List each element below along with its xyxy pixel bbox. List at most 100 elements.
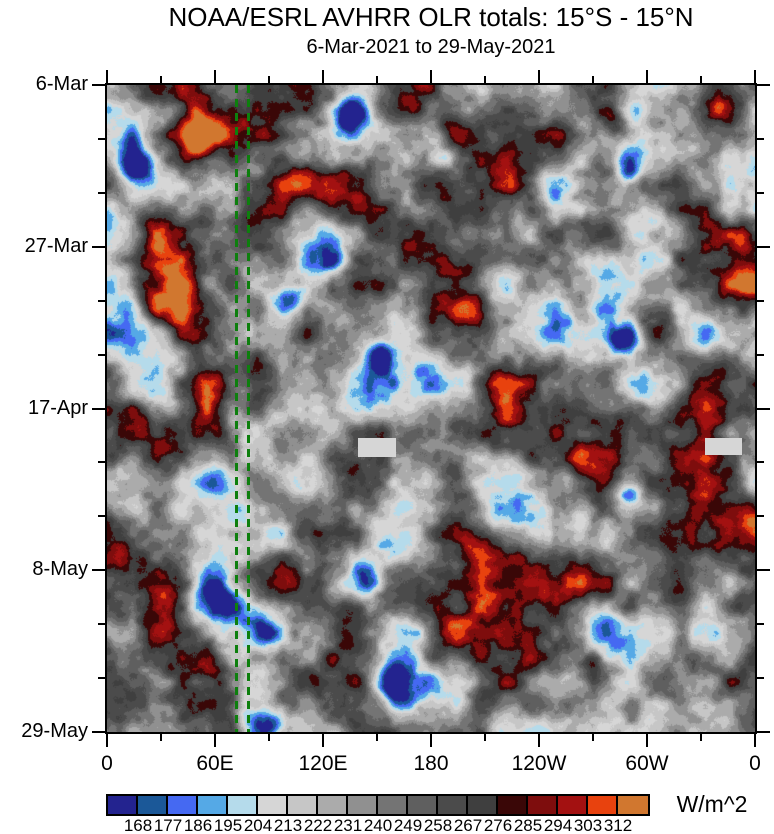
axis-tick: [754, 70, 756, 83]
axis-tick: [92, 569, 105, 572]
plot-area: [105, 83, 757, 734]
colorbar-tick-label: 168: [123, 816, 153, 834]
colorbar-tick-label: 186: [183, 816, 213, 834]
axis-tick: [538, 734, 540, 747]
colorbar-tick-label: 222: [303, 816, 333, 834]
colorbar-cell: [198, 796, 228, 814]
axis-tick: [757, 299, 764, 302]
axis-tick: [376, 734, 378, 741]
missing-data-block: [357, 438, 396, 458]
axis-tick: [214, 70, 216, 83]
chart-title: NOAA/ESRL AVHRR OLR totals: 15°S - 15°N: [168, 2, 694, 32]
axis-tick: [700, 734, 702, 741]
axis-tick: [484, 76, 486, 83]
axis-tick: [538, 70, 540, 83]
colorbar-cell: [108, 796, 138, 814]
colorbar-tick-label: 294: [543, 816, 573, 834]
axis-tick: [268, 734, 270, 741]
colorbar-tick-label: 312: [603, 816, 633, 834]
axis-tick: [757, 569, 770, 572]
colorbar-cell: [408, 796, 438, 814]
colorbar-cell: [318, 796, 348, 814]
colorbar-units-label: W/m^2: [676, 791, 748, 817]
axis-tick: [592, 734, 594, 741]
axis-tick: [92, 245, 105, 248]
axis-tick: [646, 70, 648, 83]
axis-tick: [430, 734, 432, 747]
x-axis-tick-label: 120W: [511, 752, 567, 775]
colorbar-cell: [288, 796, 318, 814]
green-dashed-track-line: [235, 85, 239, 732]
axis-tick: [757, 353, 764, 356]
y-axis-tick-label: 27-Mar: [24, 234, 88, 257]
colorbar-tick-label: 258: [423, 816, 453, 834]
axis-tick: [106, 70, 108, 83]
colorbar-tick-label: 195: [213, 816, 243, 834]
axis-tick: [757, 137, 764, 140]
colorbar-cell: [258, 796, 288, 814]
axis-tick: [757, 407, 770, 410]
axis-tick: [646, 734, 648, 747]
colorbar-cell: [138, 796, 168, 814]
colorbar-tick-label: 240: [363, 816, 393, 834]
colorbar-tick-label: 267: [453, 816, 483, 834]
axis-tick: [160, 76, 162, 83]
colorbar-cell: [348, 796, 378, 814]
colorbar-tick-label: 276: [483, 816, 513, 834]
missing-data-block: [704, 438, 742, 456]
axis-tick: [98, 623, 105, 626]
axis-tick: [757, 731, 770, 733]
axis-tick: [592, 76, 594, 83]
green-dashed-track-line: [247, 85, 251, 732]
chart-subtitle: 6-Mar-2021 to 29-May-2021: [306, 36, 556, 58]
axis-tick: [322, 70, 324, 83]
axis-tick: [757, 84, 770, 86]
axis-tick: [700, 76, 702, 83]
axis-tick: [214, 734, 216, 747]
axis-tick: [98, 137, 105, 140]
colorbar-cell: [588, 796, 618, 814]
x-axis-tick-label: 60E: [196, 752, 234, 775]
axis-tick: [92, 407, 105, 410]
axis-tick: [757, 191, 764, 194]
axis-tick: [754, 734, 756, 747]
colorbar-cell: [558, 796, 588, 814]
colorbar-tick-label: 204: [243, 816, 273, 834]
colorbar-cell: [228, 796, 258, 814]
colorbar-tick-label: 177: [153, 816, 183, 834]
olr-field-canvas: [107, 85, 755, 732]
axis-tick: [92, 731, 105, 733]
colorbar-cell: [378, 796, 408, 814]
x-axis-tick-label: 180: [413, 752, 449, 775]
axis-tick: [98, 677, 105, 680]
axis-tick: [268, 76, 270, 83]
axis-tick: [757, 515, 764, 518]
axis-tick: [757, 461, 764, 464]
colorbar-cell: [168, 796, 198, 814]
axis-tick: [757, 623, 764, 626]
axis-tick: [98, 353, 105, 356]
axis-tick: [376, 76, 378, 83]
colorbar-cell: [528, 796, 558, 814]
axis-tick: [322, 734, 324, 747]
colorbar-tick-label: 249: [393, 816, 423, 834]
y-axis-tick-label: 6-Mar: [35, 73, 88, 95]
axis-tick: [98, 461, 105, 464]
colorbar-tick-label: 303: [573, 816, 603, 834]
axis-tick: [92, 84, 105, 86]
axis-tick: [98, 515, 105, 518]
colorbar-tick-label: 213: [273, 816, 303, 834]
colorbar-cell: [618, 796, 648, 814]
axis-tick: [430, 70, 432, 83]
colorbar-cell: [468, 796, 498, 814]
x-axis-tick-label: 120E: [298, 752, 348, 775]
y-axis-tick-label: 17-Apr: [27, 396, 88, 419]
axis-tick: [98, 191, 105, 194]
y-axis-tick-label: 29-May: [21, 720, 88, 742]
x-axis-tick-label: 0: [749, 752, 761, 775]
axis-tick: [757, 677, 764, 680]
axis-tick: [484, 734, 486, 741]
colorbar-cell: [498, 796, 528, 814]
axis-tick: [160, 734, 162, 741]
